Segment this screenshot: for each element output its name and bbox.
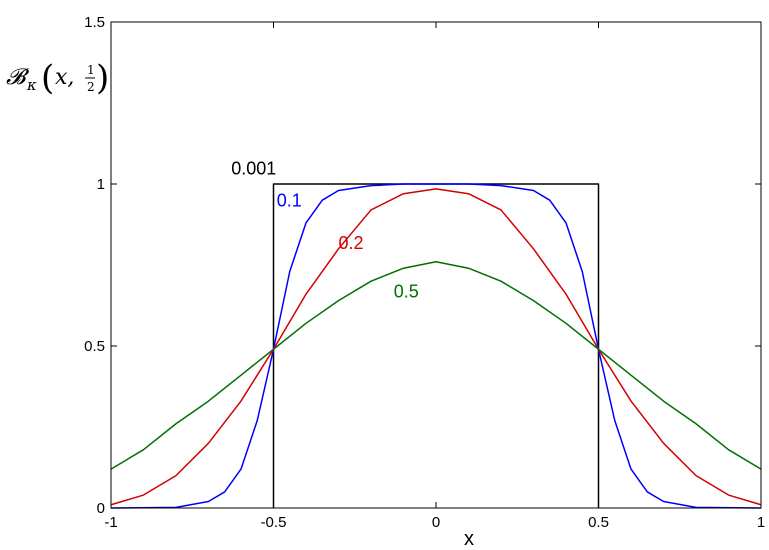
y-label-arg: x, bbox=[55, 65, 74, 90]
x-axis-label: x bbox=[464, 528, 474, 550]
y-tick-label: 0.5 bbox=[84, 338, 105, 355]
y-tick-label: 0 bbox=[97, 500, 105, 517]
series-line-0.2 bbox=[110, 188, 762, 506]
y-tick-label: 1.5 bbox=[84, 14, 105, 31]
series-line-0.5 bbox=[110, 261, 762, 470]
series-layer bbox=[110, 183, 762, 509]
series-label-0.2: 0.2 bbox=[339, 233, 364, 253]
x-tick-label: -1 bbox=[104, 514, 117, 531]
series-label-0.001: 0.001 bbox=[231, 158, 276, 178]
series-label-0.5: 0.5 bbox=[394, 281, 419, 301]
y-label-subscript: κ bbox=[26, 76, 37, 94]
y-label-open-paren: ( bbox=[41, 58, 54, 98]
series-line-0.1 bbox=[110, 183, 762, 509]
y-label-close-paren: ) bbox=[96, 58, 109, 98]
y-label-frac-num: 1 bbox=[87, 63, 95, 77]
x-tick-label: 1 bbox=[757, 514, 765, 531]
y-axis-label: 𝓑 κ ( x, 1 2 ) bbox=[6, 58, 109, 98]
y-tick-label: 1 bbox=[97, 176, 105, 193]
y-label-frac-den: 2 bbox=[87, 80, 95, 94]
plot-background bbox=[111, 22, 761, 508]
tick-layer: -1 -0.5 0 0.5 1 0 0.5 1 1.5 bbox=[84, 14, 765, 531]
x-tick-label: -0.5 bbox=[261, 514, 287, 531]
x-tick-label: 0 bbox=[432, 514, 440, 531]
series-label-0.1: 0.1 bbox=[277, 191, 302, 211]
x-tick-label: 0.5 bbox=[588, 514, 609, 531]
